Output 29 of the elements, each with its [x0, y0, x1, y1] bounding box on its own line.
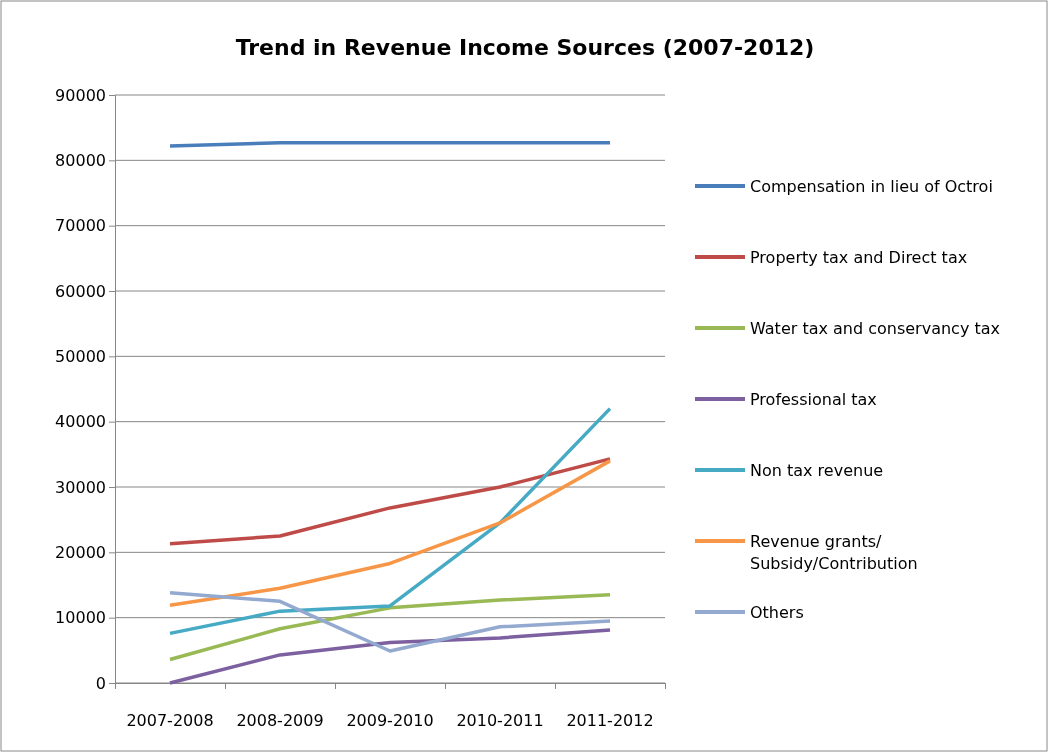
line-series [168, 459, 612, 607]
y-tick-label: 40000 [55, 412, 106, 432]
legend-label: Revenue grants/ Subsidy/Contribution [750, 532, 918, 573]
y-tick-label: 0 [95, 673, 106, 693]
line-series [168, 591, 612, 653]
x-tick-label: 2011-2012 [566, 711, 654, 730]
legend-label: Professional tax [750, 390, 877, 409]
legend-label: Compensation in lieu of Octroi [750, 177, 993, 196]
legend-label: Others [750, 603, 804, 622]
y-tick-label: 90000 [55, 85, 106, 105]
legend-label: Property tax and Direct tax [750, 248, 968, 267]
x-tick-label: 2010-2011 [456, 711, 544, 730]
line-series [168, 593, 612, 662]
line-series [168, 628, 612, 685]
y-tick-label: 30000 [55, 477, 106, 497]
y-tick-label: 50000 [55, 346, 106, 366]
y-tick-label: 80000 [55, 150, 106, 170]
x-tick-label: 2008-2009 [236, 711, 324, 730]
y-tick-label: 70000 [55, 216, 106, 236]
line-series [168, 457, 612, 546]
x-tick-label: 2007-2008 [126, 711, 214, 730]
line-series [168, 406, 612, 636]
y-tick-label: 60000 [55, 281, 106, 301]
legend-label: Non tax revenue [750, 461, 884, 480]
y-tick-label: 10000 [55, 608, 106, 628]
chart-title: Trend in Revenue Income Sources (2007-2012) [235, 35, 815, 60]
x-tick-label: 2009-2010 [346, 711, 434, 730]
legend-label: Water tax and conservancy tax [750, 319, 1000, 338]
y-tick-label: 20000 [55, 542, 106, 562]
